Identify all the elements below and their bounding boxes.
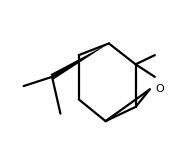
Text: O: O xyxy=(155,84,164,94)
Polygon shape xyxy=(51,43,109,79)
